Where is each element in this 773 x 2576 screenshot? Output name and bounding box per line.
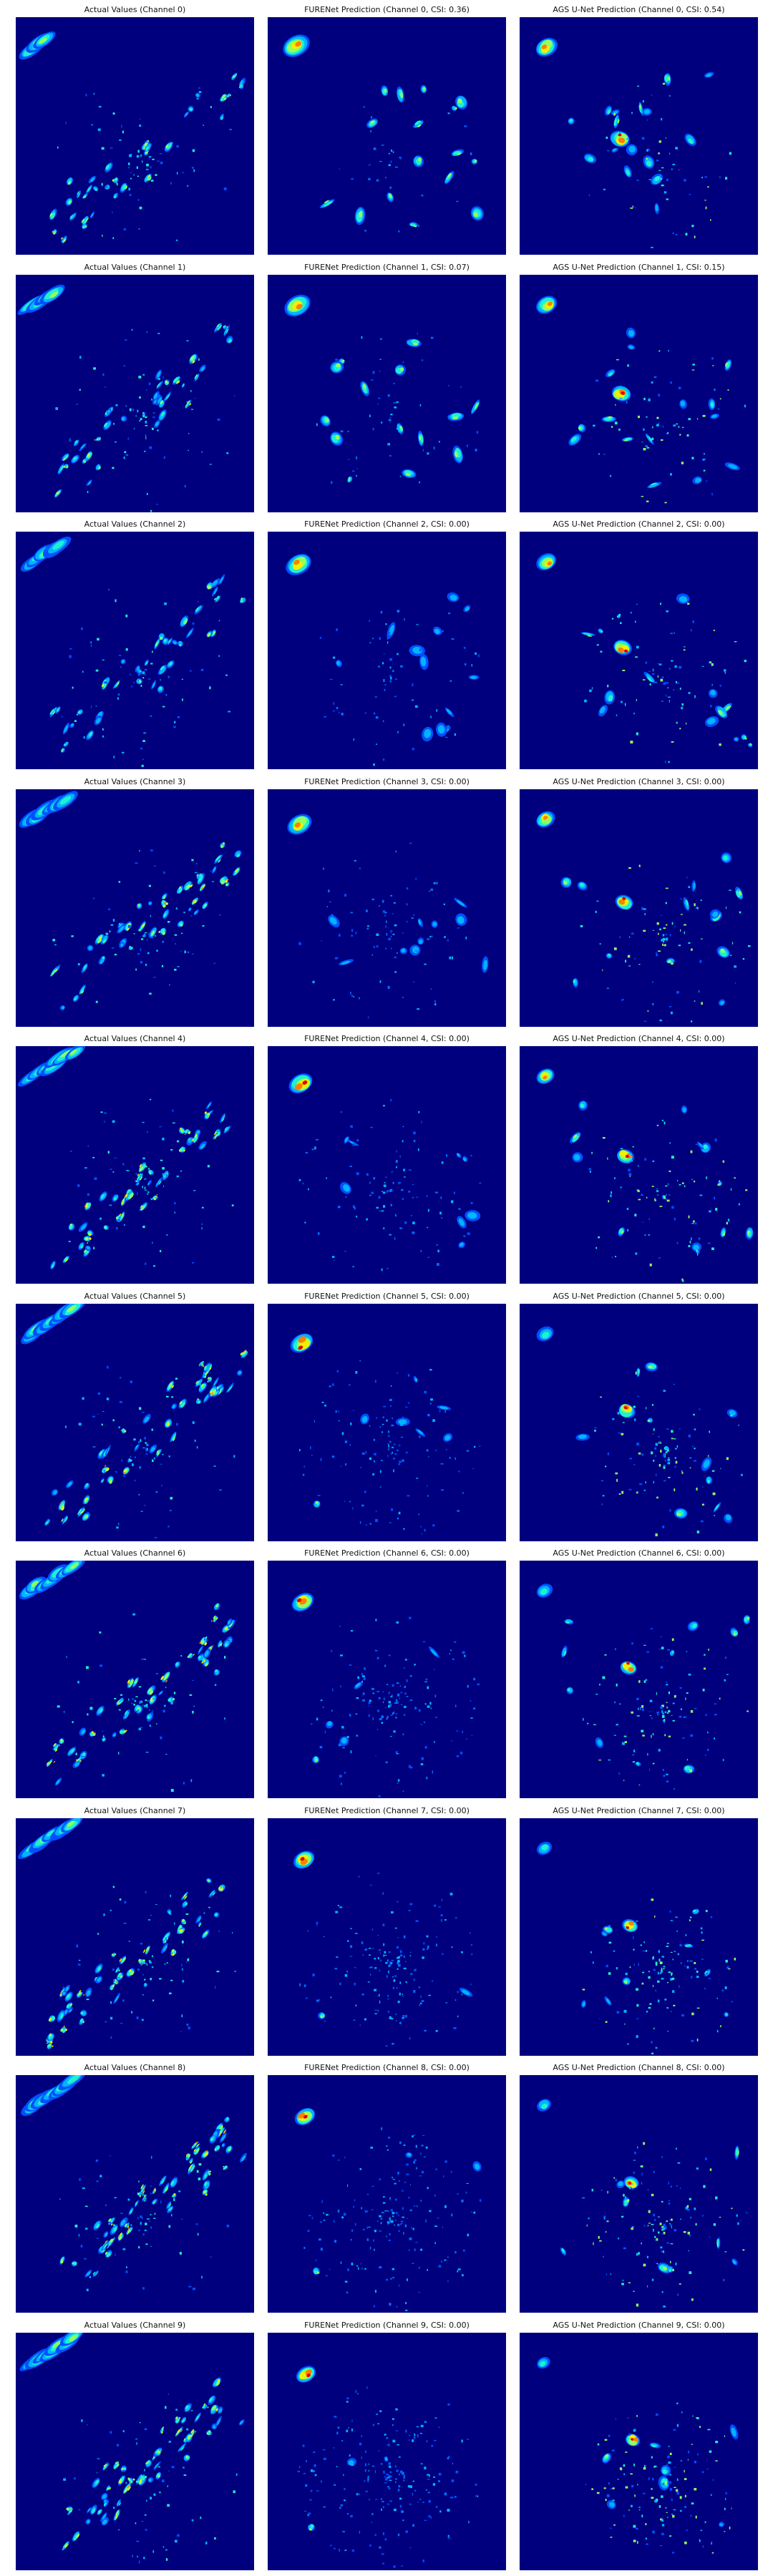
furenet-prediction-title: FURENet Prediction (Channel 6, CSI: 0.00… bbox=[304, 1548, 470, 1558]
furenet-prediction-radar-image bbox=[268, 274, 506, 512]
furenet-prediction-radar-image bbox=[268, 1046, 506, 1284]
furenet-prediction-title: FURENet Prediction (Channel 4, CSI: 0.00… bbox=[304, 1034, 470, 1043]
furenet-prediction-title: FURENet Prediction (Channel 7, CSI: 0.00… bbox=[304, 1805, 470, 1815]
furenet-prediction-radar-image bbox=[268, 2075, 506, 2313]
actual-values-title: Actual Values (Channel 0) bbox=[84, 5, 186, 14]
ags-unet-prediction-radar-image bbox=[520, 1303, 758, 1541]
furenet-prediction-radar-image bbox=[268, 2332, 506, 2570]
actual-values-panel-channel-1: Actual Values (Channel 1) bbox=[16, 260, 254, 517]
actual-values-radar-image bbox=[16, 17, 254, 255]
furenet-prediction-panel-channel-8: FURENet Prediction (Channel 8, CSI: 0.00… bbox=[268, 2061, 506, 2317]
ags-unet-prediction-radar-image bbox=[520, 17, 758, 255]
ags-unet-prediction-title: AGS U-Net Prediction (Channel 1, CSI: 0.… bbox=[553, 262, 725, 272]
furenet-prediction-title: FURENet Prediction (Channel 3, CSI: 0.00… bbox=[304, 776, 470, 786]
ags-unet-prediction-panel-channel-6: AGS U-Net Prediction (Channel 6, CSI: 0.… bbox=[520, 1546, 758, 1802]
actual-values-panel-channel-3: Actual Values (Channel 3) bbox=[16, 775, 254, 1031]
furenet-prediction-title: FURENet Prediction (Channel 5, CSI: 0.00… bbox=[304, 1291, 470, 1301]
furenet-prediction-title: FURENet Prediction (Channel 2, CSI: 0.00… bbox=[304, 519, 470, 529]
ags-unet-prediction-radar-image bbox=[520, 1046, 758, 1284]
ags-unet-prediction-panel-channel-4: AGS U-Net Prediction (Channel 4, CSI: 0.… bbox=[520, 1032, 758, 1288]
furenet-prediction-panel-channel-1: FURENet Prediction (Channel 1, CSI: 0.07… bbox=[268, 260, 506, 517]
ags-unet-prediction-radar-image bbox=[520, 2075, 758, 2313]
ags-unet-prediction-radar-image bbox=[520, 274, 758, 512]
ags-unet-prediction-radar-image bbox=[520, 532, 758, 769]
actual-values-panel-channel-8: Actual Values (Channel 8) bbox=[16, 2061, 254, 2317]
actual-values-radar-image bbox=[16, 532, 254, 769]
furenet-prediction-panel-channel-4: FURENet Prediction (Channel 4, CSI: 0.00… bbox=[268, 1032, 506, 1288]
ags-unet-prediction-panel-channel-5: AGS U-Net Prediction (Channel 5, CSI: 0.… bbox=[520, 1289, 758, 1546]
ags-unet-prediction-radar-image bbox=[520, 2332, 758, 2570]
actual-values-panel-channel-0: Actual Values (Channel 0) bbox=[16, 3, 254, 259]
actual-values-radar-image bbox=[16, 789, 254, 1027]
ags-unet-prediction-panel-channel-3: AGS U-Net Prediction (Channel 3, CSI: 0.… bbox=[520, 775, 758, 1031]
furenet-prediction-panel-channel-5: FURENet Prediction (Channel 5, CSI: 0.00… bbox=[268, 1289, 506, 1546]
actual-values-panel-channel-2: Actual Values (Channel 2) bbox=[16, 517, 254, 774]
ags-unet-prediction-title: AGS U-Net Prediction (Channel 2, CSI: 0.… bbox=[553, 519, 725, 529]
ags-unet-prediction-panel-channel-1: AGS U-Net Prediction (Channel 1, CSI: 0.… bbox=[520, 260, 758, 517]
actual-values-radar-image bbox=[16, 274, 254, 512]
actual-values-title: Actual Values (Channel 9) bbox=[84, 2320, 186, 2330]
furenet-prediction-radar-image bbox=[268, 789, 506, 1027]
ags-unet-prediction-panel-channel-0: AGS U-Net Prediction (Channel 0, CSI: 0.… bbox=[520, 3, 758, 259]
actual-values-panel-channel-6: Actual Values (Channel 6) bbox=[16, 1546, 254, 1802]
ags-unet-prediction-panel-channel-9: AGS U-Net Prediction (Channel 9, CSI: 0.… bbox=[520, 2318, 758, 2575]
furenet-prediction-title: FURENet Prediction (Channel 9, CSI: 0.00… bbox=[304, 2320, 470, 2330]
furenet-prediction-panel-channel-6: FURENet Prediction (Channel 6, CSI: 0.00… bbox=[268, 1546, 506, 1802]
actual-values-panel-channel-7: Actual Values (Channel 7) bbox=[16, 1804, 254, 2060]
furenet-prediction-panel-channel-0: FURENet Prediction (Channel 0, CSI: 0.36… bbox=[268, 3, 506, 259]
furenet-prediction-radar-image bbox=[268, 1303, 506, 1541]
ags-unet-prediction-panel-channel-8: AGS U-Net Prediction (Channel 8, CSI: 0.… bbox=[520, 2061, 758, 2317]
ags-unet-prediction-radar-image bbox=[520, 789, 758, 1027]
actual-values-panel-channel-5: Actual Values (Channel 5) bbox=[16, 1289, 254, 1546]
furenet-prediction-panel-channel-3: FURENet Prediction (Channel 3, CSI: 0.00… bbox=[268, 775, 506, 1031]
actual-values-radar-image bbox=[16, 1046, 254, 1284]
actual-values-radar-image bbox=[16, 2332, 254, 2570]
actual-values-title: Actual Values (Channel 4) bbox=[84, 1034, 186, 1043]
actual-values-radar-image bbox=[16, 1303, 254, 1541]
ags-unet-prediction-title: AGS U-Net Prediction (Channel 6, CSI: 0.… bbox=[553, 1548, 725, 1558]
actual-values-title: Actual Values (Channel 1) bbox=[84, 262, 186, 272]
furenet-prediction-panel-channel-7: FURENet Prediction (Channel 7, CSI: 0.00… bbox=[268, 1804, 506, 2060]
actual-values-title: Actual Values (Channel 7) bbox=[84, 1805, 186, 1815]
actual-values-title: Actual Values (Channel 8) bbox=[84, 2063, 186, 2072]
actual-values-radar-image bbox=[16, 1561, 254, 1798]
actual-values-radar-image bbox=[16, 1818, 254, 2056]
ags-unet-prediction-title: AGS U-Net Prediction (Channel 8, CSI: 0.… bbox=[553, 2063, 725, 2072]
actual-values-title: Actual Values (Channel 5) bbox=[84, 1291, 186, 1301]
ags-unet-prediction-title: AGS U-Net Prediction (Channel 3, CSI: 0.… bbox=[553, 776, 725, 786]
furenet-prediction-radar-image bbox=[268, 1818, 506, 2056]
ags-unet-prediction-panel-channel-2: AGS U-Net Prediction (Channel 2, CSI: 0.… bbox=[520, 517, 758, 774]
ags-unet-prediction-title: AGS U-Net Prediction (Channel 7, CSI: 0.… bbox=[553, 1805, 725, 1815]
ags-unet-prediction-panel-channel-7: AGS U-Net Prediction (Channel 7, CSI: 0.… bbox=[520, 1804, 758, 2060]
furenet-prediction-title: FURENet Prediction (Channel 8, CSI: 0.00… bbox=[304, 2063, 470, 2072]
furenet-prediction-radar-image bbox=[268, 17, 506, 255]
furenet-prediction-radar-image bbox=[268, 1561, 506, 1798]
ags-unet-prediction-title: AGS U-Net Prediction (Channel 0, CSI: 0.… bbox=[553, 5, 725, 14]
ags-unet-prediction-radar-image bbox=[520, 1561, 758, 1798]
actual-values-radar-image bbox=[16, 2075, 254, 2313]
furenet-prediction-title: FURENet Prediction (Channel 1, CSI: 0.07… bbox=[304, 262, 470, 272]
actual-values-panel-channel-9: Actual Values (Channel 9) bbox=[16, 2318, 254, 2575]
ags-unet-prediction-title: AGS U-Net Prediction (Channel 9, CSI: 0.… bbox=[553, 2320, 725, 2330]
actual-values-title: Actual Values (Channel 3) bbox=[84, 776, 186, 786]
actual-values-title: Actual Values (Channel 6) bbox=[84, 1548, 186, 1558]
furenet-prediction-title: FURENet Prediction (Channel 0, CSI: 0.36… bbox=[304, 5, 470, 14]
furenet-prediction-radar-image bbox=[268, 532, 506, 769]
furenet-prediction-panel-channel-9: FURENet Prediction (Channel 9, CSI: 0.00… bbox=[268, 2318, 506, 2575]
actual-values-panel-channel-4: Actual Values (Channel 4) bbox=[16, 1032, 254, 1288]
ags-unet-prediction-title: AGS U-Net Prediction (Channel 5, CSI: 0.… bbox=[553, 1291, 725, 1301]
ags-unet-prediction-title: AGS U-Net Prediction (Channel 4, CSI: 0.… bbox=[553, 1034, 725, 1043]
furenet-prediction-panel-channel-2: FURENet Prediction (Channel 2, CSI: 0.00… bbox=[268, 517, 506, 774]
actual-values-title: Actual Values (Channel 2) bbox=[84, 519, 186, 529]
ags-unet-prediction-radar-image bbox=[520, 1818, 758, 2056]
